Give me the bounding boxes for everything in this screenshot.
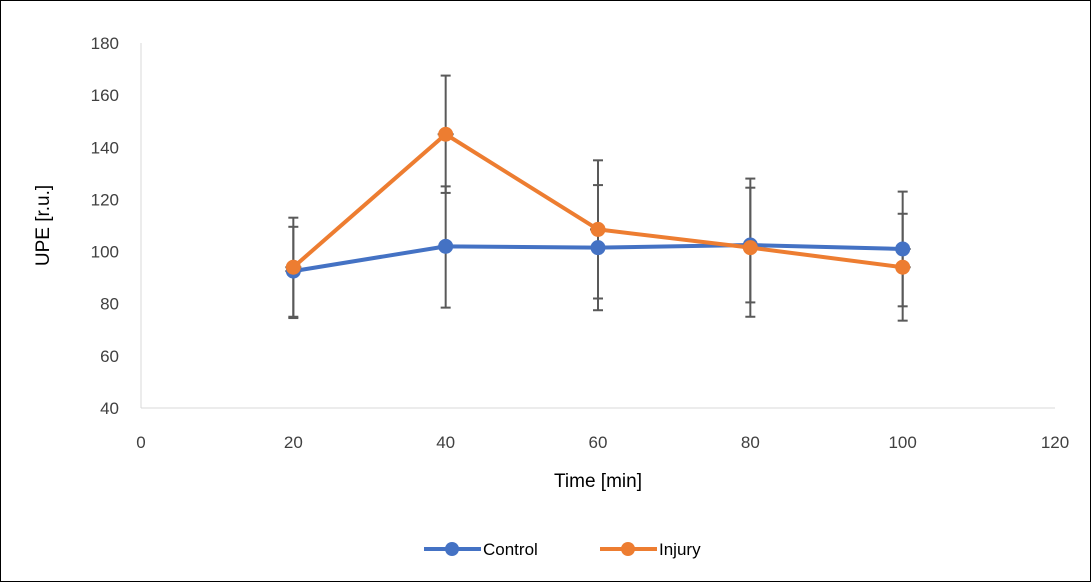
y-tick-label: 60 [100, 347, 119, 366]
y-axis-title: UPE [r.u.] [33, 185, 54, 266]
injury-point [742, 240, 758, 256]
axes [140, 43, 1055, 409]
x-tick-label: 80 [741, 433, 760, 452]
control-point [590, 240, 606, 256]
y-tick-label: 140 [91, 138, 119, 157]
x-tick-labels: 0 20 40 60 80 100 120 [136, 433, 1069, 452]
legend-injury-label: Injury [659, 540, 701, 559]
control-point [438, 238, 454, 254]
x-tick-label: 40 [436, 433, 455, 452]
x-tick-label: 100 [888, 433, 916, 452]
legend-control-marker [445, 542, 459, 556]
control-point [895, 241, 911, 257]
y-tick-label: 100 [91, 243, 119, 262]
x-axis-title: Time [min] [554, 471, 642, 492]
y-tick-label: 160 [91, 86, 119, 105]
error-bars [285, 74, 911, 322]
injury-point [895, 259, 911, 275]
x-tick-label: 120 [1041, 433, 1069, 452]
x-tick-label: 60 [589, 433, 608, 452]
legend-control-label: Control [483, 540, 538, 559]
y-tick-label: 120 [91, 190, 119, 209]
x-tick-label: 20 [284, 433, 303, 452]
injury-point [590, 221, 606, 237]
legend-injury-marker [621, 542, 635, 556]
series-lines [285, 126, 911, 279]
injury-point [438, 126, 454, 142]
y-tick-label: 80 [100, 295, 119, 314]
legend: Control Injury [424, 540, 701, 559]
y-tick-label: 40 [100, 399, 119, 418]
x-tick-label: 0 [136, 433, 145, 452]
injury-point [285, 259, 301, 275]
y-tick-labels: 40 60 80 100 120 140 160 180 [91, 34, 119, 418]
y-tick-label: 180 [91, 34, 119, 53]
